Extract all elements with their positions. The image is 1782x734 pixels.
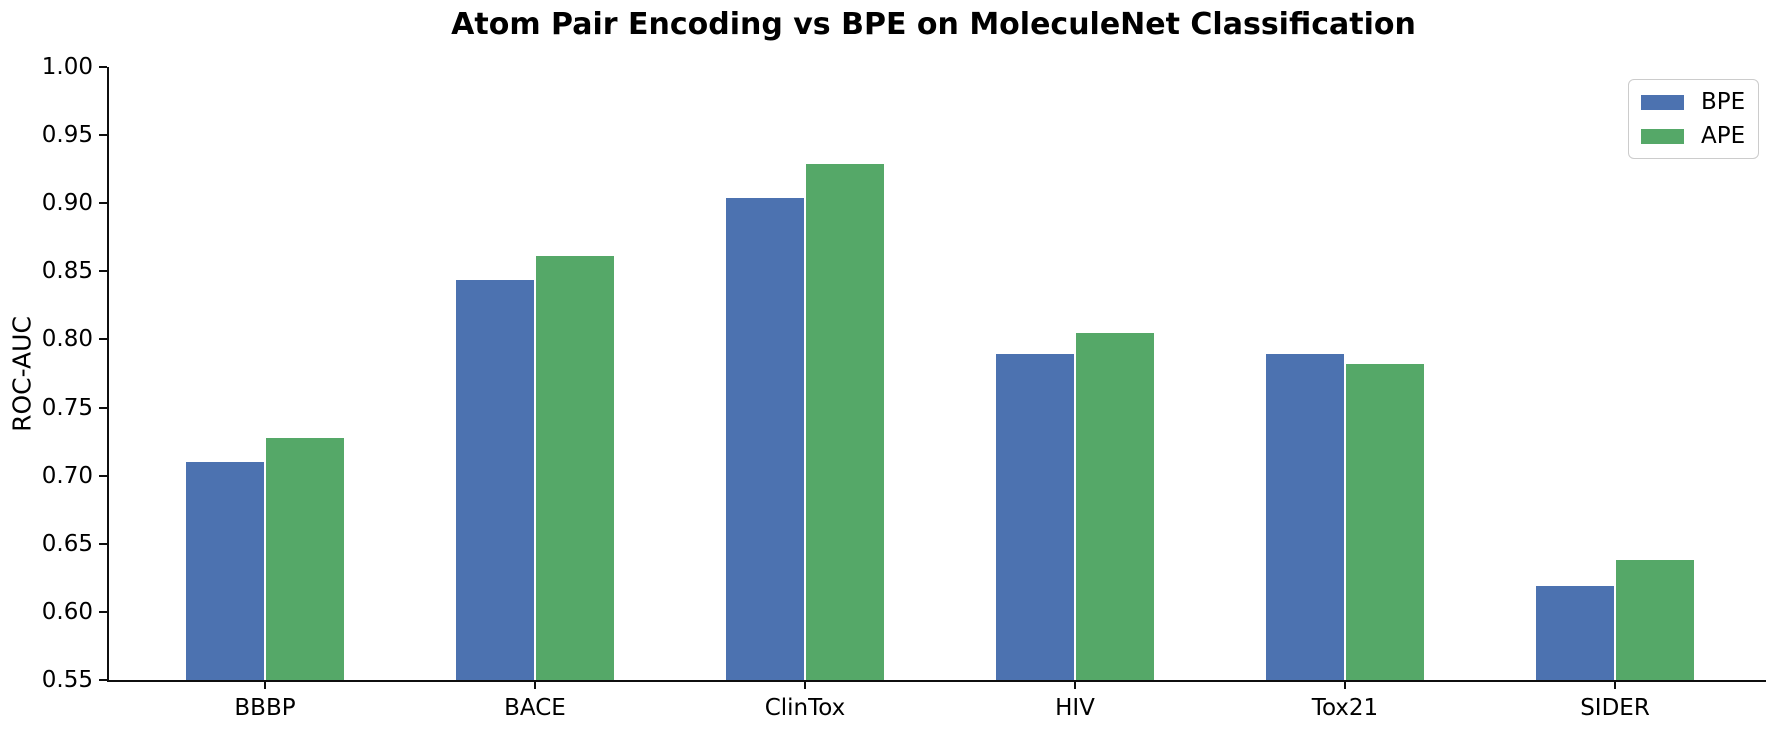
y-tick-label: 0.70: [41, 462, 93, 489]
x-tick-label-sider: SIDER: [1580, 695, 1650, 721]
y-tick-mark: [99, 134, 107, 137]
y-tick-label: 0.60: [41, 598, 93, 625]
y-tick-label: 1.00: [41, 54, 93, 80]
x-tick-mark: [1614, 682, 1616, 689]
bar-bpe-tox21: [1266, 354, 1344, 680]
legend-label-bpe: BPE: [1701, 89, 1746, 115]
legend-item-bpe: BPE: [1641, 89, 1746, 115]
chart-title: Atom Pair Encoding vs BPE on MoleculeNet…: [451, 7, 1416, 42]
y-tick-mark: [99, 202, 107, 205]
bar-ape-tox21: [1346, 363, 1424, 680]
y-tick-mark: [99, 610, 107, 613]
legend-label-ape: APE: [1701, 123, 1746, 149]
bar-ape-hiv: [1076, 332, 1154, 680]
x-tick-label-clintox: ClinTox: [764, 695, 846, 721]
x-tick-label-hiv: HIV: [1055, 695, 1095, 721]
x-tick-mark: [534, 682, 536, 689]
y-tick-label: 0.95: [41, 122, 93, 149]
bar-ape-sider: [1616, 560, 1694, 680]
y-tick-mark: [99, 679, 107, 681]
legend: BPE APE: [1628, 79, 1759, 159]
legend-swatch-ape: [1641, 128, 1684, 144]
y-tick-label: 0.90: [41, 190, 93, 217]
y-tick-label: 0.85: [41, 258, 93, 285]
y-tick-mark: [99, 270, 107, 273]
bar-bpe-clintox: [726, 197, 804, 680]
x-tick-mark: [1344, 682, 1346, 689]
y-tick-mark: [99, 474, 107, 477]
x-tick-label-bace: BACE: [504, 695, 566, 721]
x-axis-spine: [107, 680, 1766, 682]
legend-swatch-bpe: [1641, 94, 1684, 110]
bar-bpe-bbbp: [186, 462, 264, 680]
plot-area: 0.55 0.60 0.65 0.70 0.75 0.80 0.85 0.90 0.95 1.00…: [42, 54, 1766, 721]
y-tick-mark: [99, 66, 107, 68]
y-tick-label: 0.80: [41, 326, 93, 353]
x-tick-mark: [1074, 682, 1076, 689]
y-axis-spine: [107, 67, 109, 682]
y-tick-label: 0.65: [41, 530, 93, 557]
y-tick-mark: [99, 406, 107, 409]
x-tick-label-bbbp: BBBP: [234, 695, 296, 721]
bar-bpe-hiv: [996, 354, 1074, 680]
bar-bpe-sider: [1536, 586, 1614, 680]
legend-item-ape: APE: [1641, 123, 1746, 149]
y-tick-mark: [99, 338, 107, 341]
x-tick-mark: [804, 682, 806, 689]
x-tick-mark: [264, 682, 266, 689]
y-tick-label: 0.75: [41, 394, 93, 421]
bar-bpe-bace: [456, 279, 534, 680]
bar-ape-clintox: [806, 163, 884, 680]
bar-ape-bace: [536, 256, 614, 680]
y-tick-label: 0.55: [41, 667, 93, 693]
x-tick-label-tox21: Tox21: [1311, 695, 1379, 721]
bar-ape-bbbp: [266, 437, 344, 680]
y-tick-mark: [99, 542, 107, 545]
